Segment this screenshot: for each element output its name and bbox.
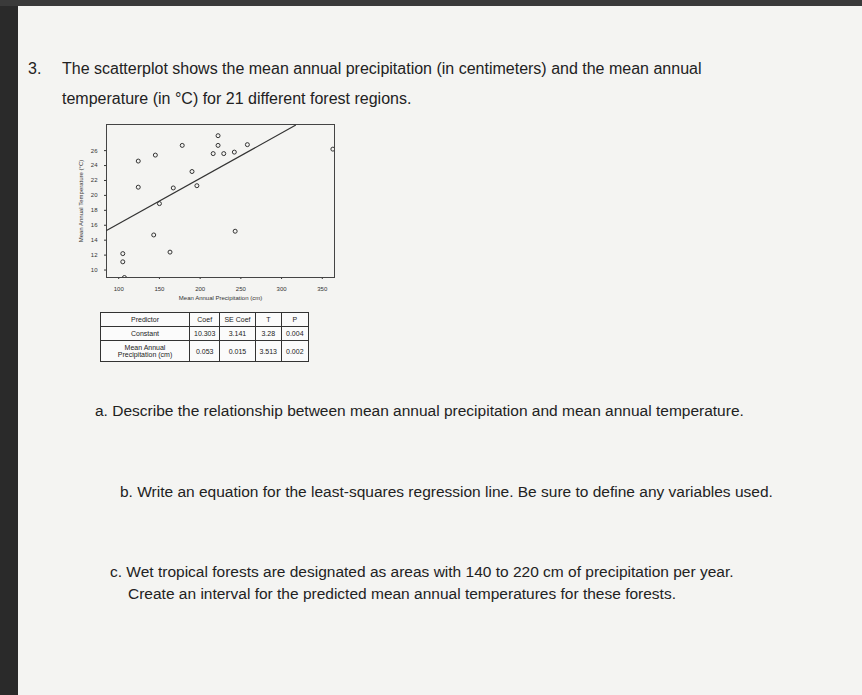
html-text:3.: 3. [28,60,42,77]
svg-text:100: 100 [114,286,125,292]
html-text:3.141: 3.141 [228,330,247,337]
html-text:Mean Annual Precipitation (cm): Mean Annual Precipitation (cm) [117,344,173,358]
svg-text:26: 26 [91,148,98,154]
html-text:Constant: Constant [131,330,159,337]
html-text:SE Coef: SE Coef [224,316,251,323]
html-text:3.28: 3.28 [261,330,276,337]
svg-text:300: 300 [277,286,288,292]
html-text:0.002: 0.002 [286,347,304,355]
svg-text:250: 250 [236,286,247,292]
svg-text:16: 16 [91,222,98,228]
html-text:0.004: 0.004 [286,330,304,337]
svg-text:22: 22 [91,177,98,183]
html-text:0.015: 0.015 [228,347,247,355]
html-text:P: P [292,316,298,323]
html-text:10.303: 10.303 [194,330,216,337]
svg-text:10: 10 [91,267,98,273]
html-text:a. Describe the relationship b: a. Describe the relationship between mea… [95,402,744,419]
html-text:0.053: 0.053 [195,347,214,355]
svg-text:200: 200 [195,286,206,292]
html-text:Predictor: Predictor [131,316,159,323]
svg-text:24: 24 [91,162,98,168]
svg-text:350: 350 [317,286,328,292]
svg-text:Mean Annual Temperature (°C): Mean Annual Temperature (°C) [78,160,84,243]
svg-text:Mean Annual Precipitation (cm): Mean Annual Precipitation (cm) [179,295,262,301]
html-text:temperature (in °C) for 21 dif: temperature (in °C) for 21 different for… [62,90,412,107]
svg-text:20: 20 [91,192,98,198]
svg-text:18: 18 [91,207,98,213]
html-text:c. Wet tropical forests are de: c. Wet tropical forests are designated a… [110,563,734,580]
html-text:T: T [266,316,271,323]
html-text:The scatterplot shows the mean: The scatterplot shows the mean annual pr… [62,60,702,77]
html-text:b. Write an equation for the l: b. Write an equation for the least-squar… [120,483,773,500]
html-text:3.513: 3.513 [259,347,277,355]
svg-text:14: 14 [91,237,98,243]
svg-text:150: 150 [154,286,165,292]
svg-text:12: 12 [91,252,98,258]
html-text:Create an interval for the pre: Create an interval for the predicted mea… [128,585,676,602]
html-text:Coef: Coef [197,316,213,323]
